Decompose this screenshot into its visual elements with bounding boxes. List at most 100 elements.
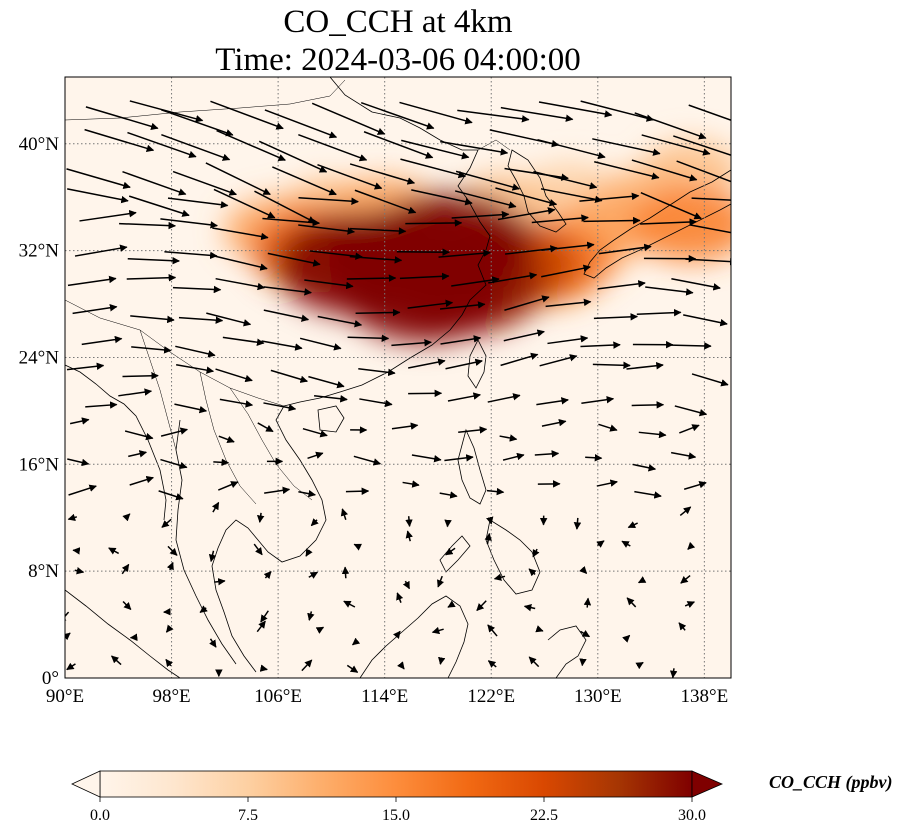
wind-arrow xyxy=(84,128,155,152)
map-area xyxy=(65,77,731,678)
wind-arrow xyxy=(541,241,595,252)
wind-arrow xyxy=(67,188,129,204)
coastline-hainan xyxy=(317,405,345,433)
wind-arrow xyxy=(129,476,154,486)
wind-arrow xyxy=(354,189,417,214)
y-tick-label: 32°N xyxy=(19,241,60,262)
wind-arrow xyxy=(213,188,276,219)
wind-arrow xyxy=(486,487,505,496)
plume-cell xyxy=(341,238,508,343)
wind-arrow xyxy=(683,481,707,490)
wind-arrow xyxy=(538,101,613,118)
wind-arrow xyxy=(213,458,230,467)
wind-arrow xyxy=(351,637,361,646)
wind-arrow xyxy=(121,563,130,575)
wind-arrow xyxy=(680,575,691,584)
plume-cell xyxy=(630,185,731,262)
wind-arrow xyxy=(502,452,525,461)
wind-arrow xyxy=(158,490,184,501)
wind-arrow xyxy=(165,624,174,633)
wind-arrow xyxy=(638,430,667,439)
x-tick-label: 122°E xyxy=(467,686,515,707)
wind-arrow xyxy=(503,329,545,342)
wind-arrow xyxy=(349,163,416,185)
wind-arrow xyxy=(484,532,492,545)
wind-arrow xyxy=(353,543,362,551)
wind-arrow xyxy=(532,548,540,558)
wind-arrow xyxy=(310,518,319,527)
wind-arrow xyxy=(487,393,521,403)
wind-arrow xyxy=(302,427,328,438)
wind-arrow xyxy=(253,543,263,556)
wind-arrow xyxy=(598,423,618,432)
wind-arrow xyxy=(411,189,473,206)
wind-arrow xyxy=(258,140,328,173)
wind-arrow xyxy=(199,605,208,613)
wind-arrow xyxy=(634,112,707,140)
colorbar-tick-label: 0.0 xyxy=(90,807,110,824)
wind-arrow xyxy=(679,506,692,517)
wind-arrow xyxy=(402,580,411,590)
wind-arrow xyxy=(641,134,711,156)
wind-arrow xyxy=(580,100,655,122)
wind-arrow xyxy=(541,418,567,427)
wind-arrow xyxy=(400,158,467,179)
wind-arrow xyxy=(118,388,153,397)
x-tick-label: 106°E xyxy=(254,686,302,707)
wind-arrow xyxy=(401,139,470,160)
wind-arrow xyxy=(298,133,368,162)
wind-arrow xyxy=(219,398,254,408)
wind-arrow xyxy=(67,513,78,522)
wind-arrow xyxy=(580,341,621,349)
wind-arrow xyxy=(264,486,291,495)
wind-arrow xyxy=(260,610,269,623)
wind-arrow xyxy=(176,364,215,374)
wind-arrow xyxy=(358,368,396,377)
wind-arrow xyxy=(676,160,731,183)
wind-arrow xyxy=(161,109,234,137)
wind-arrow xyxy=(488,272,538,284)
wind-arrow xyxy=(263,571,272,580)
wind-arrow xyxy=(311,102,386,135)
wind-arrow xyxy=(534,450,560,458)
wind-arrow xyxy=(307,451,324,460)
wind-arrow xyxy=(166,561,174,571)
wind-arrow xyxy=(353,455,382,466)
wind-arrow xyxy=(431,626,444,635)
y-tick-label: 0° xyxy=(42,668,59,689)
wind-arrow xyxy=(81,335,123,346)
colorbar: 0.0 7.5 15.0 22.5 30.0 CO_CCH (ppbv) xyxy=(71,770,893,824)
wind-arrow xyxy=(440,140,509,156)
wind-arrow xyxy=(298,196,359,205)
wind-arrow xyxy=(72,304,118,315)
wind-arrow xyxy=(172,170,237,196)
wind-arrow xyxy=(504,167,569,181)
wind-arrow xyxy=(261,340,303,351)
wind-arrow xyxy=(399,101,473,125)
wind-arrow xyxy=(579,192,640,202)
coastline-indochina xyxy=(211,405,327,673)
wind-arrow xyxy=(305,548,313,557)
wind-arrow xyxy=(594,161,660,180)
wind-arrow xyxy=(267,252,321,267)
wind-arrow xyxy=(451,276,500,287)
wind-arrow xyxy=(349,255,403,264)
coastline-taiwan xyxy=(467,339,487,389)
wind-arrow xyxy=(346,664,359,674)
wind-arrow xyxy=(340,508,348,520)
wind-arrow xyxy=(167,545,178,556)
wind-arrow xyxy=(263,286,312,296)
wind-arrow xyxy=(215,255,268,271)
wind-arrow xyxy=(396,592,404,603)
wind-arrow xyxy=(671,278,721,291)
wind-arrow xyxy=(397,661,405,670)
wind-arrow xyxy=(264,109,338,139)
colorbar-tick-label: 15.0 xyxy=(382,807,410,824)
y-tick-label: 40°N xyxy=(19,134,60,155)
wind-arrow xyxy=(254,190,316,224)
wind-arrow xyxy=(596,479,618,487)
x-tick-label: 114°E xyxy=(361,686,408,707)
wind-arrow xyxy=(122,372,159,380)
wind-arrow xyxy=(69,417,90,425)
